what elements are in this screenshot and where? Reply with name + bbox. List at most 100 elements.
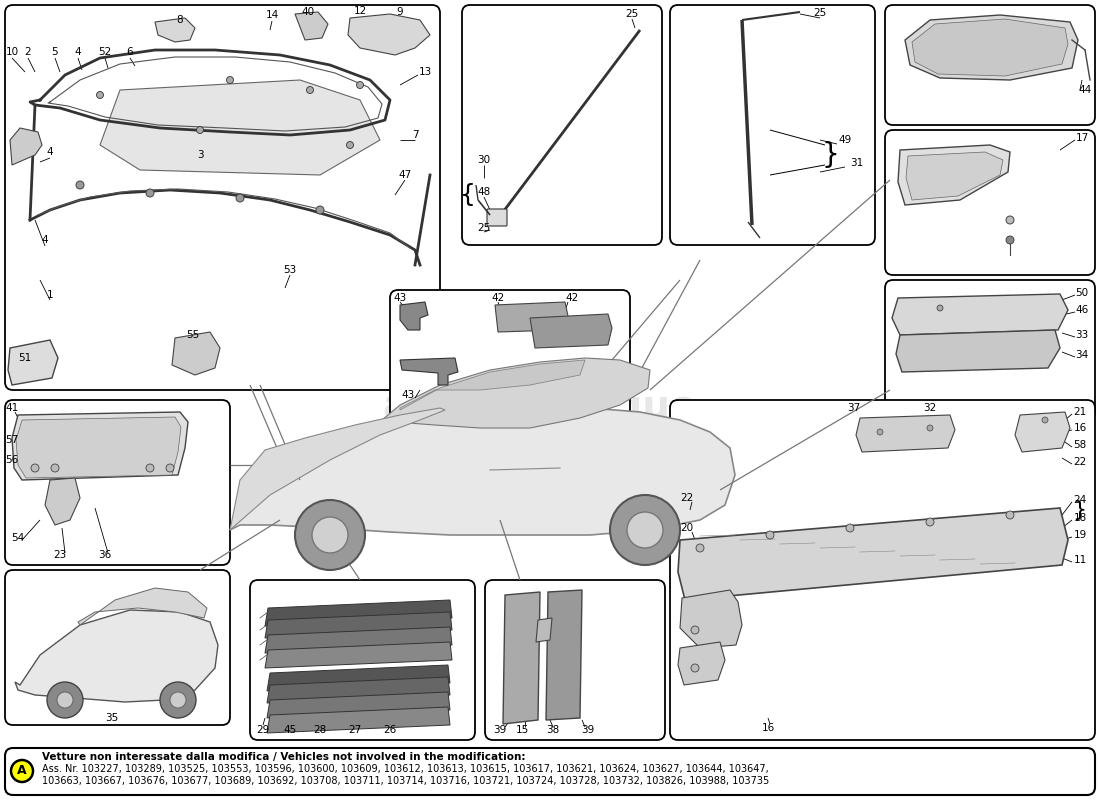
Polygon shape xyxy=(100,80,380,175)
Circle shape xyxy=(927,425,933,431)
Text: 26: 26 xyxy=(384,725,397,735)
Polygon shape xyxy=(155,18,195,42)
Circle shape xyxy=(312,517,348,553)
Text: 43: 43 xyxy=(394,293,407,303)
Text: 16: 16 xyxy=(761,723,774,733)
FancyBboxPatch shape xyxy=(390,290,630,425)
Polygon shape xyxy=(678,642,725,685)
Text: 35: 35 xyxy=(106,713,119,723)
Circle shape xyxy=(1006,236,1014,244)
Text: autocatalogue
since 1989: autocatalogue since 1989 xyxy=(383,387,697,473)
Text: 55: 55 xyxy=(186,330,199,340)
Text: 29: 29 xyxy=(256,725,270,735)
Polygon shape xyxy=(172,332,220,375)
Text: 10: 10 xyxy=(6,47,19,57)
Text: A: A xyxy=(18,765,26,778)
Text: 18: 18 xyxy=(1074,513,1087,523)
Text: 8: 8 xyxy=(177,15,184,25)
Text: 103663, 103667, 103676, 103677, 103689, 103692, 103708, 103711, 103714, 103716, : 103663, 103667, 103676, 103677, 103689, … xyxy=(42,776,769,786)
Text: 57: 57 xyxy=(6,435,19,445)
FancyBboxPatch shape xyxy=(6,5,440,390)
Polygon shape xyxy=(905,15,1078,80)
Text: Vetture non interessate dalla modifica / Vehicles not involved in the modificati: Vetture non interessate dalla modifica /… xyxy=(42,752,526,762)
Circle shape xyxy=(346,142,353,149)
Text: 27: 27 xyxy=(349,725,362,735)
Circle shape xyxy=(307,86,314,94)
Polygon shape xyxy=(295,12,328,40)
Polygon shape xyxy=(12,412,188,480)
Circle shape xyxy=(877,429,883,435)
Text: 46: 46 xyxy=(1076,305,1089,315)
Polygon shape xyxy=(898,145,1010,205)
Text: 19: 19 xyxy=(1074,530,1087,540)
Text: 22: 22 xyxy=(681,493,694,503)
Polygon shape xyxy=(16,417,182,478)
Polygon shape xyxy=(267,665,450,691)
Polygon shape xyxy=(896,330,1060,372)
Text: 3: 3 xyxy=(197,150,204,160)
Text: 22: 22 xyxy=(1074,457,1087,467)
Circle shape xyxy=(316,206,324,214)
Text: 58: 58 xyxy=(1074,440,1087,450)
Text: 5: 5 xyxy=(52,47,58,57)
Polygon shape xyxy=(265,642,452,668)
FancyBboxPatch shape xyxy=(487,209,507,226)
Circle shape xyxy=(937,305,943,311)
Polygon shape xyxy=(530,314,612,348)
Polygon shape xyxy=(400,360,585,410)
Text: 52: 52 xyxy=(98,47,111,57)
Text: 47: 47 xyxy=(398,170,411,180)
Text: 53: 53 xyxy=(284,265,297,275)
Text: 31: 31 xyxy=(850,158,864,168)
Circle shape xyxy=(691,664,698,672)
FancyBboxPatch shape xyxy=(670,400,1094,740)
Polygon shape xyxy=(400,358,458,385)
Text: 30: 30 xyxy=(477,155,491,165)
FancyBboxPatch shape xyxy=(6,748,1094,795)
Text: 4: 4 xyxy=(42,235,48,245)
Circle shape xyxy=(146,189,154,197)
Text: 7: 7 xyxy=(411,130,418,140)
Text: 28: 28 xyxy=(314,725,327,735)
Polygon shape xyxy=(906,152,1003,200)
Circle shape xyxy=(356,82,363,89)
Text: Ass. Nr. 103227, 103289, 103525, 103553, 103596, 103600, 103609, 103612, 103613,: Ass. Nr. 103227, 103289, 103525, 103553,… xyxy=(42,764,769,774)
Circle shape xyxy=(97,91,103,98)
Polygon shape xyxy=(267,677,450,703)
Text: 14: 14 xyxy=(265,10,278,20)
Polygon shape xyxy=(503,592,540,724)
Text: 4: 4 xyxy=(46,147,53,157)
FancyBboxPatch shape xyxy=(6,570,230,725)
FancyBboxPatch shape xyxy=(670,5,874,245)
Text: 38: 38 xyxy=(547,725,560,735)
Circle shape xyxy=(696,544,704,552)
Circle shape xyxy=(236,194,244,202)
Polygon shape xyxy=(370,358,650,430)
Text: 49: 49 xyxy=(838,135,851,145)
Circle shape xyxy=(76,181,84,189)
Circle shape xyxy=(166,464,174,472)
Polygon shape xyxy=(230,408,735,535)
Text: 56: 56 xyxy=(6,455,19,465)
Text: 36: 36 xyxy=(98,550,111,560)
Circle shape xyxy=(691,626,698,634)
Polygon shape xyxy=(15,610,218,702)
Polygon shape xyxy=(45,478,80,525)
FancyBboxPatch shape xyxy=(485,580,666,740)
Polygon shape xyxy=(78,588,207,625)
Polygon shape xyxy=(680,590,742,648)
Polygon shape xyxy=(400,302,428,330)
Text: 54: 54 xyxy=(11,533,24,543)
Text: }: } xyxy=(1072,500,1086,520)
Text: 50: 50 xyxy=(1076,288,1089,298)
Text: 1: 1 xyxy=(46,290,53,300)
Circle shape xyxy=(227,77,233,83)
Circle shape xyxy=(47,682,82,718)
Text: 23: 23 xyxy=(54,550,67,560)
Text: 41: 41 xyxy=(6,403,19,413)
Polygon shape xyxy=(1015,412,1070,452)
Polygon shape xyxy=(230,408,446,530)
Polygon shape xyxy=(678,508,1068,600)
Text: 25: 25 xyxy=(626,9,639,19)
Circle shape xyxy=(57,692,73,708)
